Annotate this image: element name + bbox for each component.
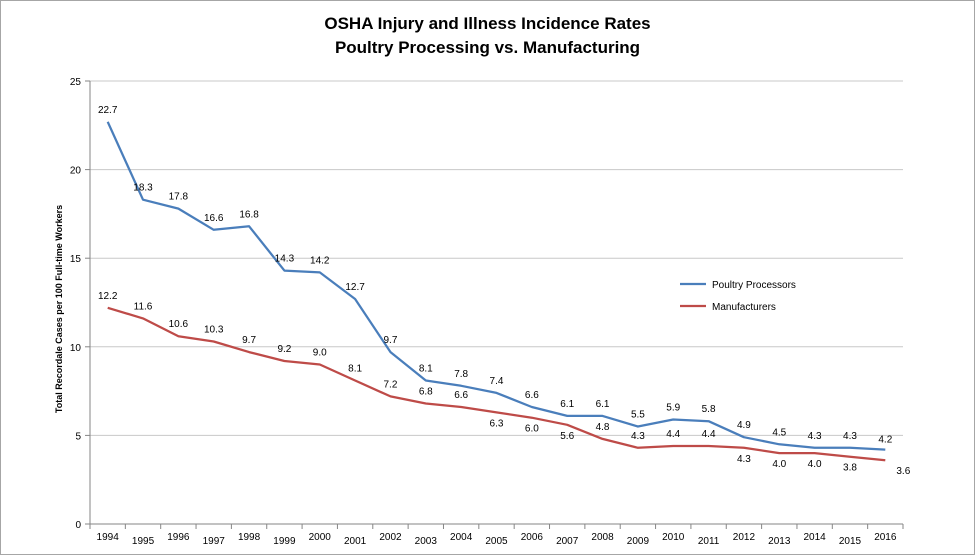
data-label: 9.0: [313, 348, 327, 359]
data-label: 7.2: [384, 379, 398, 390]
y-tick-label: 20: [70, 166, 82, 177]
x-tick-label: 2013: [768, 536, 791, 547]
series-lines: [106, 121, 886, 462]
x-tick-label: 2001: [344, 536, 367, 547]
data-label: 16.8: [239, 209, 259, 220]
data-label: 6.8: [419, 387, 433, 398]
data-labels: 22.7 18.3 17.8 16.6 16.8 14.3 14.2 12.7 9.7 8.1 7.…: [98, 105, 911, 477]
data-label: 8.1: [419, 363, 433, 374]
data-label: 4.0: [808, 459, 822, 470]
data-label: 4.3: [631, 431, 645, 442]
data-label: 6.6: [454, 390, 468, 401]
data-label: 3.6: [896, 466, 910, 477]
data-label: 6.0: [525, 424, 539, 435]
y-tick-label: 5: [75, 431, 81, 442]
x-tick-label: 2009: [627, 536, 650, 547]
x-tick-label: 2005: [485, 536, 508, 547]
y-tick-label: 15: [70, 254, 82, 265]
data-label: 9.2: [277, 344, 291, 355]
data-label: 16.6: [204, 213, 224, 224]
x-tick-label: 2007: [556, 536, 579, 547]
data-label: 4.9: [737, 420, 751, 431]
y-tick-labels: 0 5 10 15 20 25: [70, 77, 82, 531]
data-label: 4.3: [843, 431, 857, 442]
data-label: 8.1: [348, 363, 362, 374]
y-axis-label: Total Recordale Cases per 100 Full-time …: [54, 205, 64, 413]
x-tick-label: 1996: [167, 532, 190, 543]
data-label: 5.9: [666, 402, 680, 413]
data-label: 12.2: [98, 291, 118, 302]
data-label: 7.8: [454, 369, 468, 380]
chart-title: OSHA Injury and Illness Incidence Rates: [324, 14, 651, 33]
data-label: 5.5: [631, 410, 645, 421]
axes: [85, 80, 904, 529]
y-tick-label: 10: [70, 343, 82, 354]
y-tick-label: 0: [75, 520, 81, 531]
data-label: 18.3: [133, 183, 153, 194]
x-tick-label: 1994: [97, 532, 120, 543]
x-tick-label: 2000: [309, 532, 332, 543]
x-tick-label: 2008: [591, 532, 614, 543]
data-label: 5.8: [702, 404, 716, 415]
x-tick-label: 1997: [203, 536, 226, 547]
x-tick-label: 2004: [450, 532, 473, 543]
x-tick-label: 1998: [238, 532, 261, 543]
data-label: 4.4: [702, 429, 716, 440]
x-tick-labels: 1994 1995 1996 1997 1998 1999 2000 2001 2002 2003…: [97, 532, 897, 547]
data-label: 14.2: [310, 255, 330, 266]
data-label: 9.7: [242, 335, 256, 346]
x-tick-label: 2010: [662, 532, 685, 543]
data-label: 4.8: [596, 422, 610, 433]
data-label: 4.3: [737, 454, 751, 465]
data-label: 10.3: [204, 324, 224, 335]
series-line-manufacturers: [107, 306, 886, 462]
x-tick-label: 2006: [521, 532, 544, 543]
chart-subtitle: Poultry Processing vs. Manufacturing: [334, 38, 641, 57]
x-tick-label: 2011: [698, 536, 720, 547]
data-label: 17.8: [169, 192, 189, 203]
data-label: 4.4: [666, 429, 680, 440]
gridlines: [90, 80, 903, 436]
data-label: 4.2: [878, 435, 892, 446]
legend-entry: Poultry Processors: [712, 280, 796, 291]
data-label: 4.0: [772, 459, 786, 470]
legend: Poultry Processors Manufacturers: [680, 280, 796, 313]
series-line-poultry-processors: [106, 121, 886, 451]
x-tick-label: 2016: [874, 532, 897, 543]
data-label: 7.4: [490, 376, 504, 387]
data-label: 4.5: [772, 427, 786, 438]
x-tick-label: 2014: [804, 532, 827, 543]
x-tick-label: 2003: [415, 536, 438, 547]
data-label: 10.6: [169, 319, 189, 330]
data-label: 6.1: [596, 399, 610, 410]
data-label: 6.6: [525, 390, 539, 401]
data-label: 14.3: [275, 254, 295, 265]
data-label: 12.7: [345, 282, 365, 293]
data-label: 22.7: [98, 105, 118, 116]
data-label: 11.6: [134, 301, 153, 312]
x-tick-label: 1995: [132, 536, 155, 547]
data-label: 5.6: [560, 431, 574, 442]
legend-entry: Manufacturers: [712, 302, 776, 313]
x-tick-label: 2015: [839, 536, 862, 547]
data-label: 6.3: [490, 418, 504, 429]
y-tick-label: 25: [70, 77, 82, 88]
data-label: 4.3: [808, 431, 822, 442]
data-label: 6.1: [560, 399, 574, 410]
x-tick-label: 2002: [379, 532, 402, 543]
data-label: 9.7: [384, 335, 398, 346]
data-label: 3.8: [843, 463, 857, 474]
x-tick-label: 2012: [733, 532, 756, 543]
x-tick-label: 1999: [273, 536, 296, 547]
